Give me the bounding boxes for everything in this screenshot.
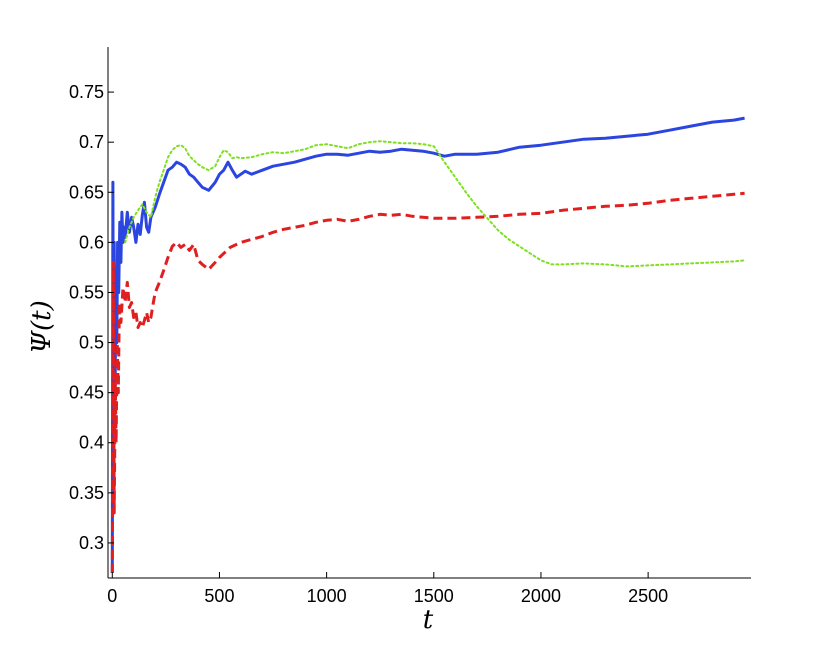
series-line-3 — [124, 140, 746, 268]
y-tick-label: 0.7 — [79, 132, 104, 152]
y-tick-label: 0.4 — [79, 433, 104, 453]
y-tick-label: 0.65 — [69, 182, 104, 202]
y-tick-label: 0.5 — [79, 333, 104, 353]
series-layer — [110, 116, 746, 574]
x-tick-label: 1500 — [414, 586, 454, 606]
series-line-1 — [110, 116, 745, 574]
y-tick-label: 0.6 — [79, 232, 104, 252]
x-axis-label: t — [423, 605, 434, 635]
y-tick-label: 0.35 — [69, 483, 104, 503]
y-axis-label: Ψ(t) — [27, 300, 57, 354]
x-tick-label: 0 — [107, 586, 117, 606]
y-tick-label: 0.55 — [69, 282, 104, 302]
x-tick-label: 2000 — [521, 586, 561, 606]
axis-layer: 0 500 1000 1500 2000 2500 0.3 0.35 0.4 0.45 0.5 0.5… — [69, 47, 751, 606]
x-tick-label: 2500 — [628, 586, 668, 606]
y-tick-label: 0.45 — [69, 383, 104, 403]
y-tick-label: 0.3 — [79, 533, 104, 553]
x-tick-label: 1000 — [307, 586, 347, 606]
y-tick-label: 0.75 — [69, 82, 104, 102]
x-tick-label: 500 — [204, 586, 234, 606]
series-line-2 — [110, 191, 745, 574]
